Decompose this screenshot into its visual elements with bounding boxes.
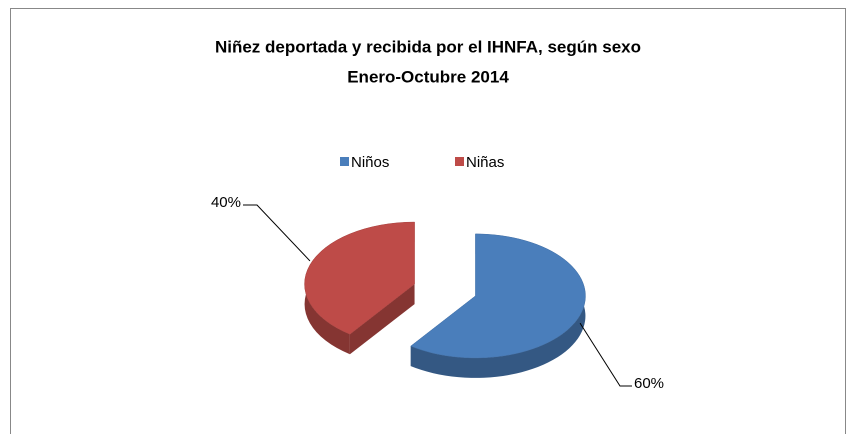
slice-top [410, 233, 586, 359]
pie-slice [410, 233, 586, 378]
legend-label: Niños [351, 154, 389, 171]
chart-title: Niñez deportada y recibida por el IHNFA,… [215, 37, 641, 56]
data-label: 40% [211, 194, 241, 211]
leader-line [579, 322, 632, 387]
chart-subtitle: Enero-Octubre 2014 [347, 67, 509, 86]
slice-wall [410, 233, 586, 378]
legend-swatch [340, 157, 349, 166]
pie-slice [304, 221, 415, 355]
legend-swatch [455, 157, 464, 166]
legend-label: Niñas [466, 154, 504, 171]
data-label: 60% [634, 375, 664, 392]
slice-side [349, 284, 415, 355]
leader-line [243, 204, 311, 262]
slice-top [304, 221, 415, 335]
